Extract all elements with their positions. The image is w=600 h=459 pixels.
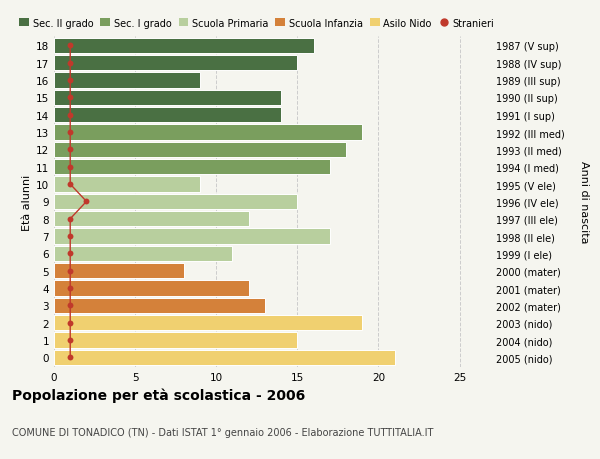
Point xyxy=(65,250,75,257)
Bar xyxy=(54,194,298,210)
Point xyxy=(65,233,75,240)
Point xyxy=(65,337,75,344)
Bar xyxy=(54,142,346,157)
Bar xyxy=(54,160,330,175)
Point xyxy=(65,60,75,67)
Point xyxy=(65,164,75,171)
Bar xyxy=(54,39,314,54)
Point xyxy=(65,354,75,361)
Text: Popolazione per età scolastica - 2006: Popolazione per età scolastica - 2006 xyxy=(12,388,305,403)
Point xyxy=(65,216,75,223)
Legend: Sec. II grado, Sec. I grado, Scuola Primaria, Scuola Infanzia, Asilo Nido, Stran: Sec. II grado, Sec. I grado, Scuola Prim… xyxy=(19,18,494,28)
Point xyxy=(65,285,75,292)
Bar xyxy=(54,56,298,71)
Point xyxy=(65,95,75,102)
Point xyxy=(65,112,75,119)
Bar xyxy=(54,108,281,123)
Bar xyxy=(54,229,330,244)
Point xyxy=(65,319,75,327)
Bar xyxy=(54,298,265,313)
Point xyxy=(65,129,75,136)
Bar xyxy=(54,125,362,140)
Point xyxy=(65,43,75,50)
Bar xyxy=(54,90,281,106)
Bar xyxy=(54,177,200,192)
Bar xyxy=(54,246,232,262)
Bar xyxy=(54,315,362,330)
Point xyxy=(65,77,75,84)
Bar xyxy=(54,73,200,89)
Bar xyxy=(54,281,248,296)
Y-axis label: Età alunni: Età alunni xyxy=(22,174,32,230)
Y-axis label: Anni di nascita: Anni di nascita xyxy=(579,161,589,243)
Point xyxy=(82,198,91,206)
Bar xyxy=(54,333,298,348)
Point xyxy=(65,181,75,188)
Point xyxy=(65,302,75,309)
Point xyxy=(65,146,75,154)
Text: COMUNE DI TONADICO (TN) - Dati ISTAT 1° gennaio 2006 - Elaborazione TUTTITALIA.I: COMUNE DI TONADICO (TN) - Dati ISTAT 1° … xyxy=(12,427,433,437)
Bar xyxy=(54,263,184,279)
Point xyxy=(65,268,75,275)
Bar xyxy=(54,350,395,365)
Bar xyxy=(54,212,248,227)
